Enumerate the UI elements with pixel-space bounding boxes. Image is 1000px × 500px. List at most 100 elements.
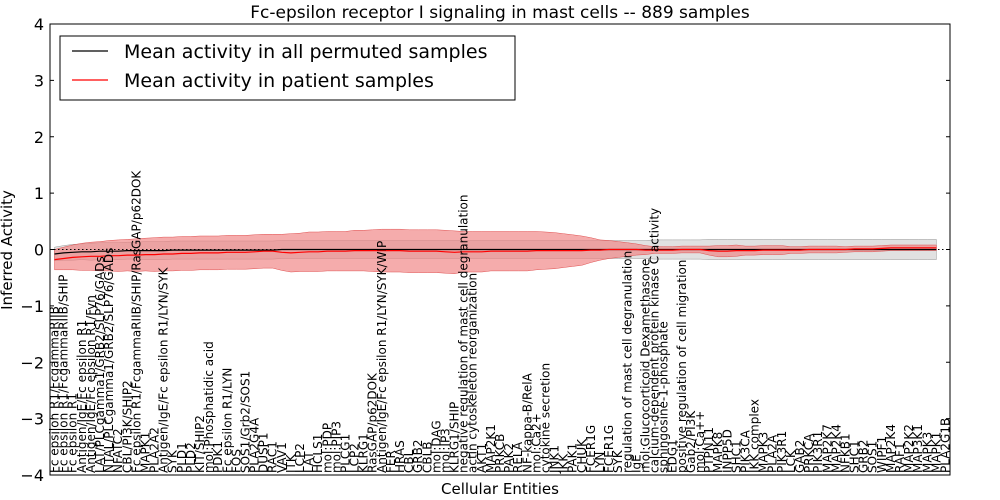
x-tick-label: actin cytoskeleton reorganization (466, 273, 480, 473)
x-tick-label: LCP2 (348, 443, 362, 473)
x-tick-label: INPP5D (720, 429, 734, 473)
x-tick-label: IKK (557, 453, 571, 473)
x-tick-label: DUSP1 (257, 432, 271, 473)
x-tick-label: MAPK1 (138, 432, 152, 473)
x-tick-label: GRB2 (857, 439, 871, 473)
x-tick-label: sphingosine-1-phosphate (657, 321, 671, 473)
legend-frame (59, 35, 516, 101)
x-tick-label: PIK3R1 (811, 431, 825, 473)
x-tick-label: RELA (511, 441, 525, 473)
x-tick-label: RAC1 (266, 441, 280, 473)
x-tick-label: AKT1 (475, 443, 489, 473)
x-tick-label: NTAL/PLCgamma1/GRB2/SLP76/GADs (102, 248, 116, 473)
y-tick-label: 3 (34, 71, 44, 90)
x-tick-label: SHC1 (729, 440, 743, 473)
x-tick-label: NF-kappa-B/RelA (520, 372, 534, 473)
x-tick-label: Antigen/IgE/Fc epsilon R1/Fyn (84, 295, 98, 473)
x-tick-label: PLCG1 (338, 434, 352, 473)
x-tick-label: Fc epsilon R1/FcgammaRIIB/SHIP/RasGAP/p6… (129, 170, 143, 473)
x-tick-label: CHUK (575, 438, 589, 473)
x-tick-label: MAPK1 (929, 432, 943, 473)
x-tick-label: PIK3R1 (775, 431, 789, 473)
x-tick-label: Fc epsilon R1/LYN (220, 368, 234, 473)
y-tick-label: 4 (34, 15, 44, 34)
y-tick-label: −2 (20, 353, 44, 372)
x-tick-label: KLRG1/SHIP (448, 402, 462, 473)
x-tick-label: PIK3CA (738, 429, 752, 473)
x-tick-label: MAP2K2 (902, 424, 916, 473)
y-tick-label: −1 (20, 297, 44, 316)
x-tick-label: IgE (629, 454, 643, 473)
x-tick-label: LYN (593, 452, 607, 473)
x-tick-label: PLD1 (175, 442, 189, 473)
x-tick-label: PLA2G1B (938, 418, 952, 473)
legend: Mean activity in all permuted samples Me… (59, 35, 516, 101)
x-tick-label: EDG1 (666, 439, 680, 473)
x-tick-label: MAPK3 (920, 432, 934, 473)
x-tick-label: SHC1 (848, 440, 862, 473)
x-tick-label: CBL/PI3K/SHIP2 (120, 380, 134, 473)
x-tick-label: IKK complex (748, 399, 762, 473)
x-tick-label: mol:Ca++ (693, 411, 707, 473)
x-tick-label: cytokine secretion (538, 363, 552, 473)
x-axis-label: Cellular Entities (441, 480, 559, 498)
x-tick-label: ITK (284, 453, 298, 473)
x-tick-label: HRAS (393, 440, 407, 473)
x-tick-label: mol:Phosphatidic acid (202, 341, 216, 473)
x-tick-label: MAP3K1 (911, 424, 925, 473)
x-tick-label: RasGAP/p62DOK (366, 372, 380, 473)
x-tick-label: SYK (166, 449, 180, 473)
x-tick-label: positive regulation of cell migration (675, 260, 689, 473)
x-tick-label: PAK1 (566, 443, 580, 473)
x-tick-label: FCER1G (602, 425, 616, 473)
x-tick-label: VAV1 (275, 442, 289, 473)
x-tick-label: Antigen/IgE/Fc epsilon R1/LYN/SYK/WIP (375, 241, 389, 473)
x-tick-label: FCER1G (584, 425, 598, 473)
x-tick-label: PRKCB (493, 434, 507, 473)
x-tick-label: CBL (402, 449, 416, 473)
legend-label-permuted: Mean activity in all permuted samples (124, 41, 487, 63)
x-tick-label: mol:DAG (429, 420, 443, 473)
chart-title: Fc-epsilon receptor I signaling in mast … (250, 3, 750, 23)
x-tick-label: LAT/PLCgamma1/GRB2/SLP76/GADs (93, 256, 107, 473)
x-tick-label: PAK2 (502, 443, 516, 473)
x-tick-label: mol:Glucocorticoid Dexamethasone (638, 259, 652, 473)
series-line-patient (54, 247, 937, 261)
x-tick-label: Fc epsilon R1/FcgammaRIIB/SHIP (57, 275, 71, 473)
x-tick-label: SYK (611, 449, 625, 473)
x-tick-label: MAP2K1 (484, 424, 498, 473)
x-tick-label: CBLB (420, 441, 434, 473)
x-tick-label: MAPK3 (757, 432, 771, 473)
y-tick-label: −3 (20, 410, 44, 429)
x-tick-label: RAF1 (893, 442, 907, 473)
x-tick-label: WIPF1 (875, 436, 889, 473)
x-tick-label: LAT (302, 451, 316, 473)
x-tick-label: mol:PIP3 (329, 421, 343, 473)
x-tick-label: PLA2A (766, 434, 780, 473)
x-tick-label: MAP2K7 (820, 424, 834, 473)
x-tick-label: PTPN11 (702, 427, 716, 473)
x-tick-label: LCP2 (293, 443, 307, 473)
x-tick-label: Fc epsilon R1 (66, 393, 80, 473)
x-tick-label: NFKB1 (838, 433, 852, 473)
x-tick-label: HCLS1 (311, 434, 325, 473)
x-tick-label: Antigen/IgE/Fc epsilon R1 (75, 320, 89, 473)
x-tick-label: KLRG1 (357, 433, 371, 473)
x-tick-label: KIT/SHIP2 (193, 415, 207, 473)
x-tick-label: mol:IP3 (438, 428, 452, 473)
x-tick-label: MAP2K4 (884, 424, 898, 473)
y-tick-label: 1 (34, 184, 44, 203)
x-tick-label: Gab2/PI3K (684, 410, 698, 473)
x-tick-label: FER (384, 450, 398, 473)
x-tick-label: mol:Ca2+ (529, 413, 543, 473)
x-tick-label: Antigen/IgE/Fc epsilon R1/LYN/SYK (157, 266, 171, 473)
x-tick-label: mol:PDP (320, 423, 334, 473)
x-tick-label: NFATC2 (111, 428, 125, 473)
y-tick-label: 2 (34, 128, 44, 147)
x-tick-label: FOS (229, 449, 243, 473)
x-tick-label: LCK (784, 449, 798, 473)
x-tick-label: Fc epsilon R1/FcgammaRIIB (48, 306, 62, 473)
x-tick-label: PLD2 (184, 442, 198, 473)
x-tick-label: SOS1/Grb2/SOS1 (238, 371, 252, 473)
y-axis-label: Inferred Activity (0, 190, 16, 310)
